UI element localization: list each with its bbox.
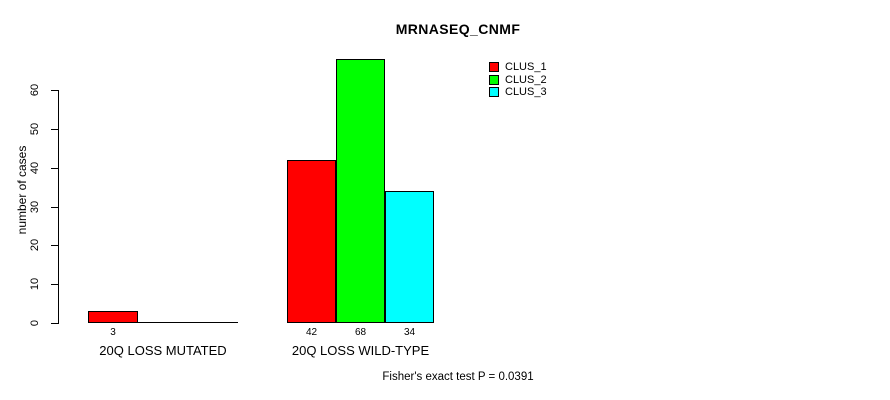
legend-label: CLUS_1 [505,61,547,73]
bar-value-label: 42 [305,327,318,338]
bar-clus-1-group1 [88,311,138,323]
y-tick [51,128,58,130]
x-category-label: 20Q LOSS MUTATED [99,343,227,358]
bar-value-label: 34 [403,327,416,338]
legend-label: CLUS_3 [505,86,547,99]
y-tick-label: 0 [29,319,41,327]
legend-swatch-clus_2 [489,74,499,85]
y-tick [51,90,58,91]
y-tick-label: 30 [29,200,41,213]
legend-item: CLUS_1 [489,61,547,73]
y-tick [51,206,58,208]
bar-value-label: 3 [110,327,116,338]
bar-clus-2-group2 [336,58,385,323]
x-category-label: 20Q LOSS WILD-TYPE [291,343,430,358]
chart-title: MRNASEQ_CNMF [395,21,521,37]
y-tick-label: 60 [29,83,41,97]
y-tick-label: 40 [29,161,41,174]
bar-value-label: 68 [354,327,367,338]
y-tick-label: 10 [29,278,41,291]
y-tick [51,284,58,286]
y-axis-line [58,90,59,324]
y-tick [51,323,58,324]
legend-label: CLUS_2 [505,73,547,86]
bar-clus-3-group2 [385,190,434,323]
zero-height-bar-clus-2-group1 [138,322,188,323]
fisher-test-annotation: Fisher's exact test P = 0.0391 [382,371,534,383]
legend-item: CLUS_3 [489,86,547,99]
y-tick [51,245,58,247]
bar-clus-1-group2 [287,159,336,323]
legend-swatch-clus_1 [489,62,499,72]
legend-item: CLUS_2 [489,73,547,86]
y-tick-label: 50 [29,122,41,135]
y-tick-label: 20 [29,239,41,252]
legend: CLUS_1 CLUS_2 CLUS_3 [489,62,547,100]
zero-height-bar-clus-3-group1 [188,322,238,323]
legend-swatch-clus_3 [489,87,499,98]
y-tick [51,167,58,169]
